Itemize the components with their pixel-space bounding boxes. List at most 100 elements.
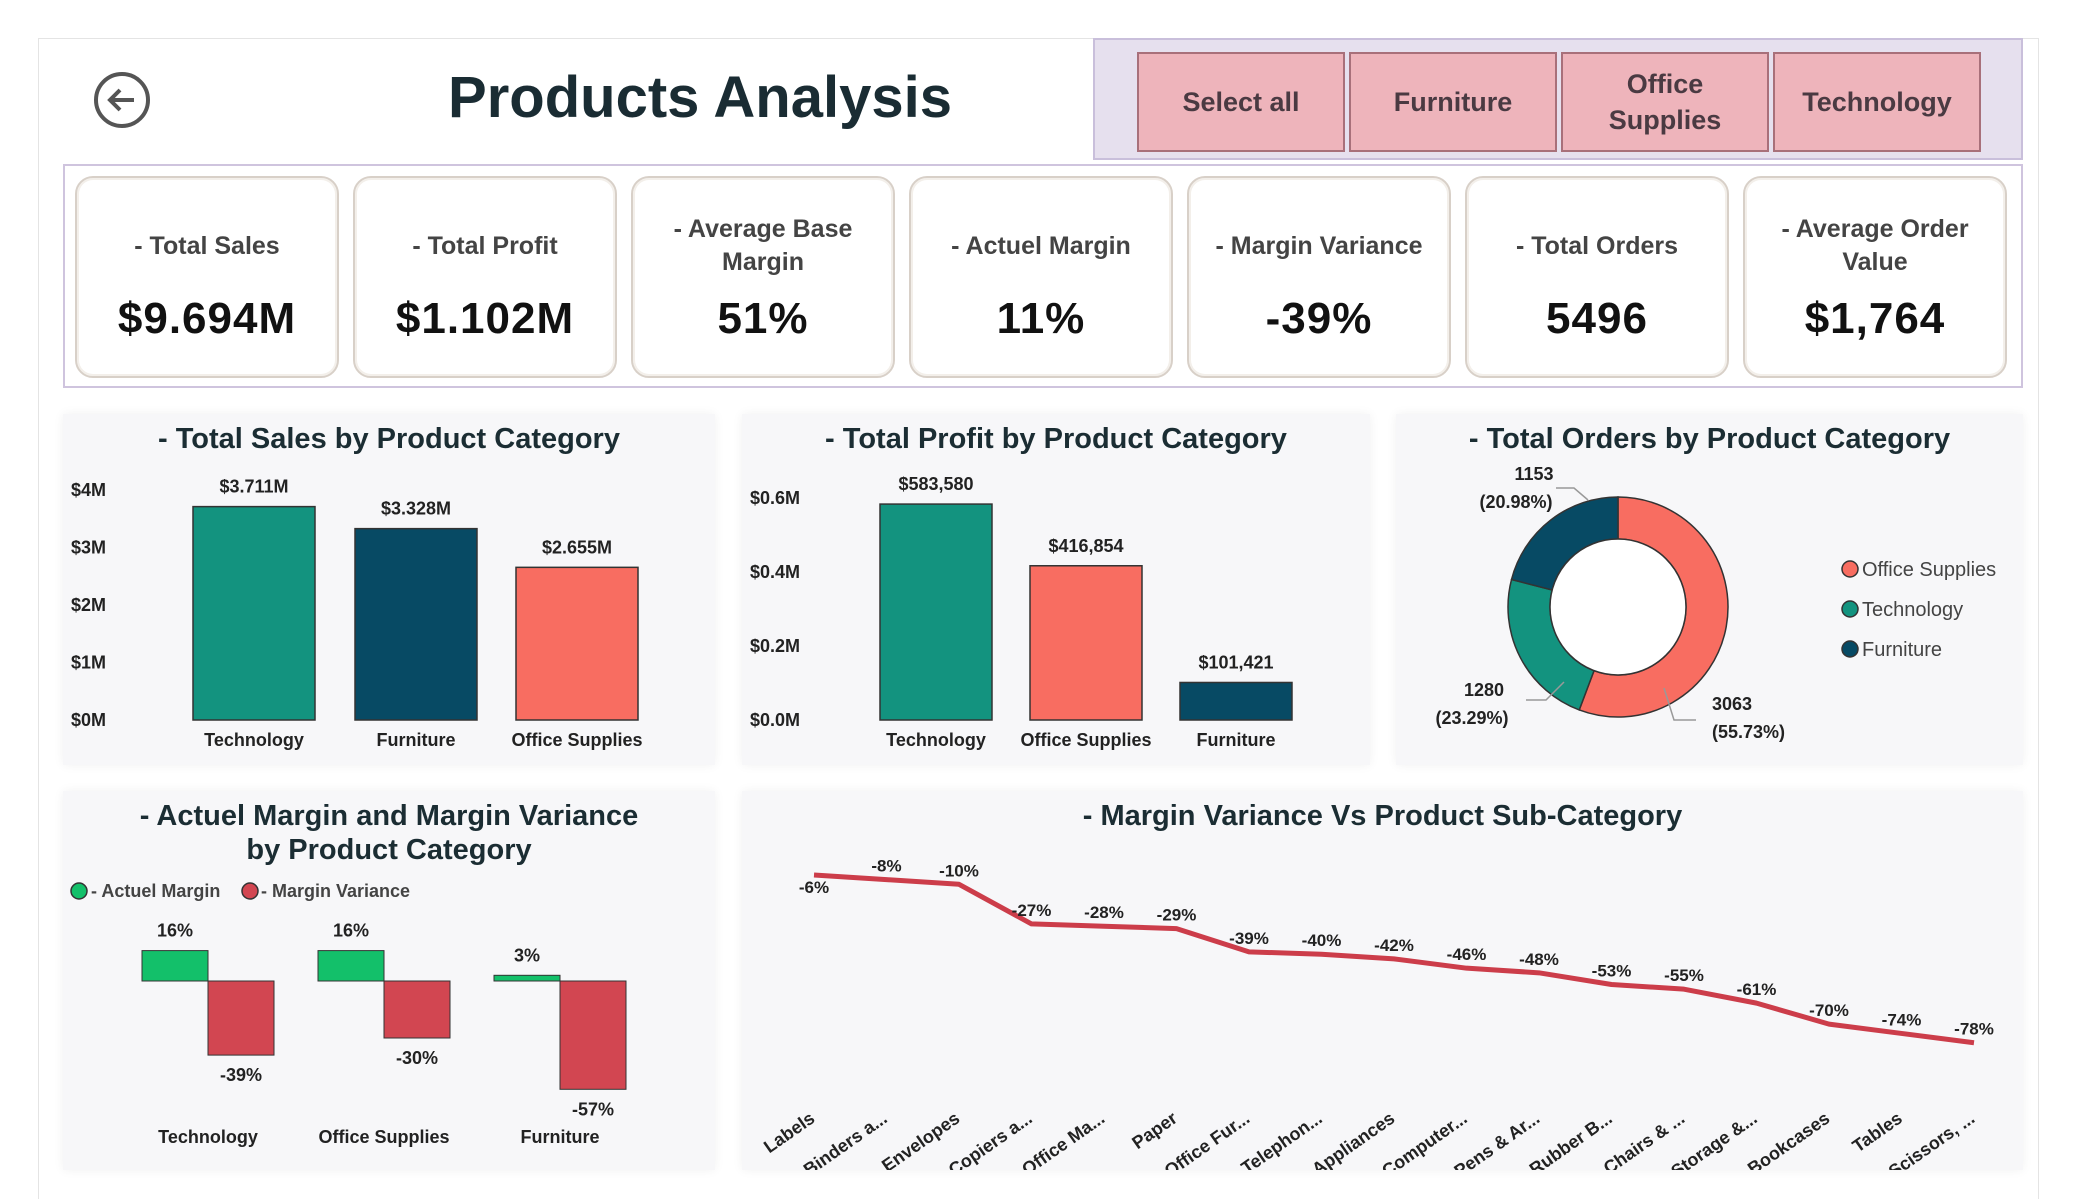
bar [317,950,385,982]
kpi-label: - Actuel Margin [951,231,1131,260]
legend-marker [1841,640,1859,658]
data-label: $583,580 [898,474,973,494]
legend-marker [241,882,259,900]
slicer-technology-button[interactable]: Technology [1773,52,1981,152]
y-tick-label: $0.4M [750,562,800,582]
data-label: 16% [333,921,369,941]
x-tick-label: Paper [1128,1108,1180,1153]
chart-title: - Margin Variance Vs Product Sub-Categor… [1082,800,1683,832]
kpi-card-average-order-value: - Average Order Value $1,764 [1743,176,2007,378]
category-slicer: Select all Furniture Office Supplies Tec… [1093,38,2023,160]
bar [1029,565,1143,721]
data-label: 3063 [1712,694,1752,714]
variance-line-chart: -6%Labels-8%Binders a...-10%Envelopes-27… [760,857,1994,1170]
slicer-furniture-button[interactable]: Furniture [1349,52,1557,152]
variance-by-subcategory-panel: - Margin Variance Vs Product Sub-Categor… [742,791,2023,1170]
data-label: 1280 [1464,680,1504,700]
data-label: -70% [1809,1001,1849,1020]
data-label: $3.328M [381,499,451,519]
data-label: -48% [1519,950,1559,969]
data-label: (20.98%) [1479,492,1552,512]
data-label: -39% [1229,929,1269,948]
x-tick-label: Labels [760,1108,818,1157]
kpi-value: 11% [996,294,1086,343]
data-label: -29% [1157,906,1197,925]
x-tick-label: Office Supplies [511,730,642,750]
x-tick-label: Technology [204,730,304,750]
legend-marker [1841,600,1859,618]
y-tick-label: $2M [71,595,106,615]
y-tick-label: $0.2M [750,636,800,656]
kpi-card-actuel-margin: - Actuel Margin 11% [909,176,1173,378]
kpi-value: $9.694M [117,294,297,343]
orders-donut-chart: 3063 (55.73%) 1280 (23.29%) 1153 (20.98%) Offi… [1435,464,1996,742]
sales-bar-chart: $0M $1M $2M $3M $4M $3.711M Technology $3.328M F… [71,477,643,750]
data-label: -57% [572,1099,614,1119]
y-tick-label: $0M [71,710,106,730]
sales-by-category-panel: - Total Sales by Product Category $0M $1M… [63,414,715,765]
data-label: -55% [1664,966,1704,985]
legend-label: Office Supplies [1862,559,1996,581]
kpi-card-total-orders: - Total Orders 5496 [1465,176,1729,378]
data-label: $416,854 [1048,536,1123,556]
margin-by-category-panel: - Actuel Margin and Margin Variance by P… [63,791,715,1170]
y-tick-label: $0.0M [750,710,800,730]
data-label: (23.29%) [1435,708,1508,728]
bar [515,566,639,721]
bar [354,527,478,721]
x-tick-label: Furniture [377,730,456,750]
kpi-strip: - Total Sales $9.694M - Total Profit $1.… [63,164,2023,388]
leader-line [1556,487,1589,501]
legend-label: Furniture [1862,639,1942,661]
kpi-label: - Total Profit [412,231,558,260]
x-tick-label: Technology [886,730,986,750]
legend-label: - Actuel Margin [91,881,220,901]
margin-bar-chart: - Actuel Margin - Margin Variance 16% -39% T… [70,881,627,1147]
x-tick-label: Office Supplies [318,1127,449,1147]
kpi-value: $1.102M [395,294,575,343]
slicer-office-supplies-button[interactable]: Office Supplies [1561,52,1769,152]
bar [192,505,316,721]
profit-bar-chart: $0.0M $0.2M $0.4M $0.6M $583,580 Technology $4… [750,474,1293,750]
x-tick-label: Technology [158,1127,258,1147]
slicer-select-all-button[interactable]: Select all [1137,52,1345,152]
chart-title: - Total Orders by Product Category [1468,423,1951,455]
data-label: -8% [871,857,901,876]
data-label: -28% [1084,903,1124,922]
data-label: $101,421 [1198,652,1273,672]
data-label: 3% [514,945,540,965]
x-tick-label: Furniture [521,1127,600,1147]
kpi-value: 5496 [1546,294,1648,343]
data-label: 1153 [1514,464,1553,484]
legend-marker [70,882,88,900]
data-label: -40% [1302,931,1342,950]
page-title: Products Analysis [448,65,952,130]
leader-line [1526,681,1565,701]
data-label: (55.73%) [1712,722,1785,742]
back-arrow-icon[interactable] [94,72,150,128]
bar [493,974,561,982]
data-label: -61% [1737,980,1777,999]
orders-by-category-panel: - Total Orders by Product Category 3063 (… [1396,414,2023,765]
data-label: -39% [220,1065,262,1085]
bar [383,980,451,1039]
bar [559,980,627,1090]
data-label: -6% [799,878,829,897]
kpi-value: 51% [717,294,809,343]
kpi-card-total-sales: - Total Sales $9.694M [75,176,339,378]
data-label: $3.711M [219,477,288,497]
legend-label: Technology [1862,599,1963,621]
data-label: -78% [1954,1020,1994,1039]
kpi-label: - Average Base Margin [673,215,853,276]
y-tick-label: $4M [71,480,106,500]
leader-line [1663,687,1696,721]
kpi-label: - Margin Variance [1215,231,1423,260]
data-label: -27% [1012,901,1052,920]
chart-title: - Actuel Margin and Margin Variance by P… [139,800,639,866]
data-label: -30% [396,1048,438,1068]
kpi-card-average-base-margin: - Average Base Margin 51% [631,176,895,378]
x-tick-label: Office Ma... [1018,1108,1108,1170]
kpi-label: - Average Order Value [1781,215,1969,276]
variance-line [813,872,1975,1046]
data-label: -74% [1882,1010,1922,1029]
